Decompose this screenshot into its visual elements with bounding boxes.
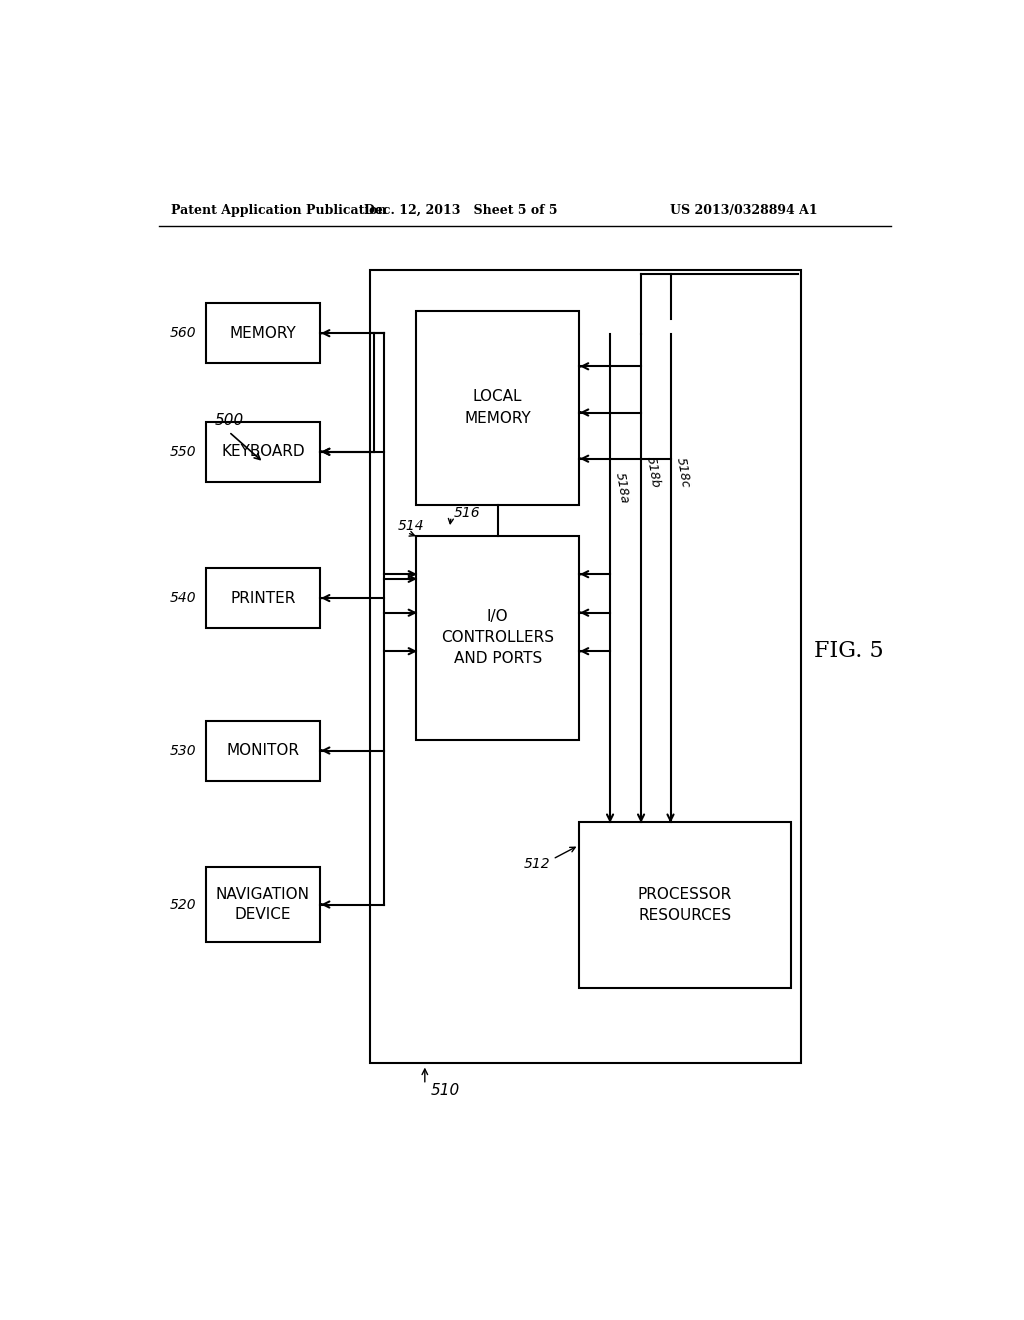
Bar [206,721,321,780]
Text: 500: 500 [215,413,244,428]
Text: Patent Application Publication: Patent Application Publication [171,205,386,218]
Text: 518a: 518a [613,471,632,504]
Bar [417,536,579,739]
Bar [206,304,321,363]
Text: PROCESSOR
RESOURCES: PROCESSOR RESOURCES [638,887,732,923]
Text: 516: 516 [454,506,480,520]
Bar [206,867,321,942]
Text: 518c: 518c [674,457,692,488]
Bar [417,312,579,506]
Bar [206,422,321,482]
Text: 510: 510 [430,1082,460,1098]
Text: NAVIGATION
DEVICE: NAVIGATION DEVICE [216,887,310,921]
Text: FIG. 5: FIG. 5 [814,640,884,663]
Text: 520: 520 [170,898,197,912]
Text: 514: 514 [397,520,424,533]
Text: 530: 530 [170,743,197,758]
Text: 560: 560 [170,326,197,341]
Text: I/O
CONTROLLERS
AND PORTS: I/O CONTROLLERS AND PORTS [441,610,554,667]
Text: US 2013/0328894 A1: US 2013/0328894 A1 [671,205,818,218]
Text: MEMORY: MEMORY [229,326,296,341]
Bar [370,271,801,1063]
Text: 518b: 518b [644,455,663,490]
Text: Dec. 12, 2013   Sheet 5 of 5: Dec. 12, 2013 Sheet 5 of 5 [365,205,558,218]
Text: MONITOR: MONITOR [226,743,299,758]
Text: 540: 540 [170,591,197,605]
Bar [579,822,791,989]
Text: LOCAL
MEMORY: LOCAL MEMORY [464,389,531,426]
Text: PRINTER: PRINTER [230,590,296,606]
Text: 512: 512 [523,858,550,871]
Text: 550: 550 [170,445,197,459]
Bar [206,568,321,628]
Text: KEYBOARD: KEYBOARD [221,445,305,459]
